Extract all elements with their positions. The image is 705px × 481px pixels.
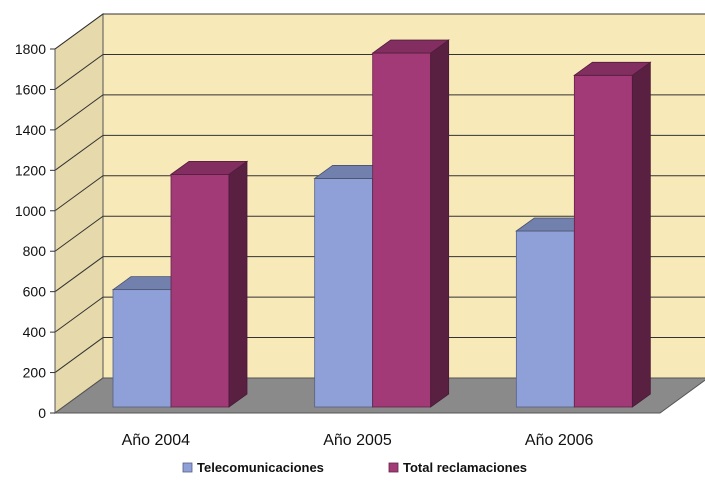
bar <box>314 178 374 408</box>
gridline <box>54 256 705 293</box>
bar-side <box>228 160 248 408</box>
y-tick-label: 200 <box>23 365 47 381</box>
gridline <box>54 13 705 50</box>
gridline <box>54 134 705 171</box>
x-tick-label: Año 2006 <box>525 432 594 449</box>
y-tick-label: 1000 <box>15 203 46 219</box>
bar-side <box>631 61 651 408</box>
y-tick-label: 800 <box>23 243 47 259</box>
y-tick-label: 600 <box>23 284 47 300</box>
gridline <box>54 94 705 131</box>
legend-swatch <box>182 462 193 473</box>
bar <box>573 74 633 408</box>
gridline <box>54 296 705 333</box>
y-tick-label: 1600 <box>15 81 46 97</box>
bar-top <box>371 39 450 54</box>
bar <box>170 173 230 408</box>
y-tick-label: 1400 <box>15 122 46 138</box>
x-tick-label: Año 2005 <box>323 432 392 449</box>
x-tick-label: Año 2004 <box>122 432 191 449</box>
bar <box>372 52 432 408</box>
y-tick-label: 1200 <box>15 162 46 178</box>
gridline <box>54 337 705 373</box>
bar-top <box>169 160 249 175</box>
side-wall <box>54 13 104 414</box>
legend-swatch <box>388 462 399 473</box>
y-tick-label: 0 <box>38 405 46 421</box>
gridline <box>54 175 705 212</box>
bar <box>515 230 575 408</box>
gridline <box>54 215 705 252</box>
legend-label: Total reclamaciones <box>403 460 527 475</box>
bar-side <box>430 39 450 408</box>
bar-top <box>573 61 652 76</box>
y-tick-label: 1800 <box>15 41 46 57</box>
y-tick-label: 400 <box>23 324 47 340</box>
gridline <box>54 53 705 90</box>
bar <box>112 289 172 408</box>
legend-label: Telecomunicaciones <box>197 460 324 475</box>
